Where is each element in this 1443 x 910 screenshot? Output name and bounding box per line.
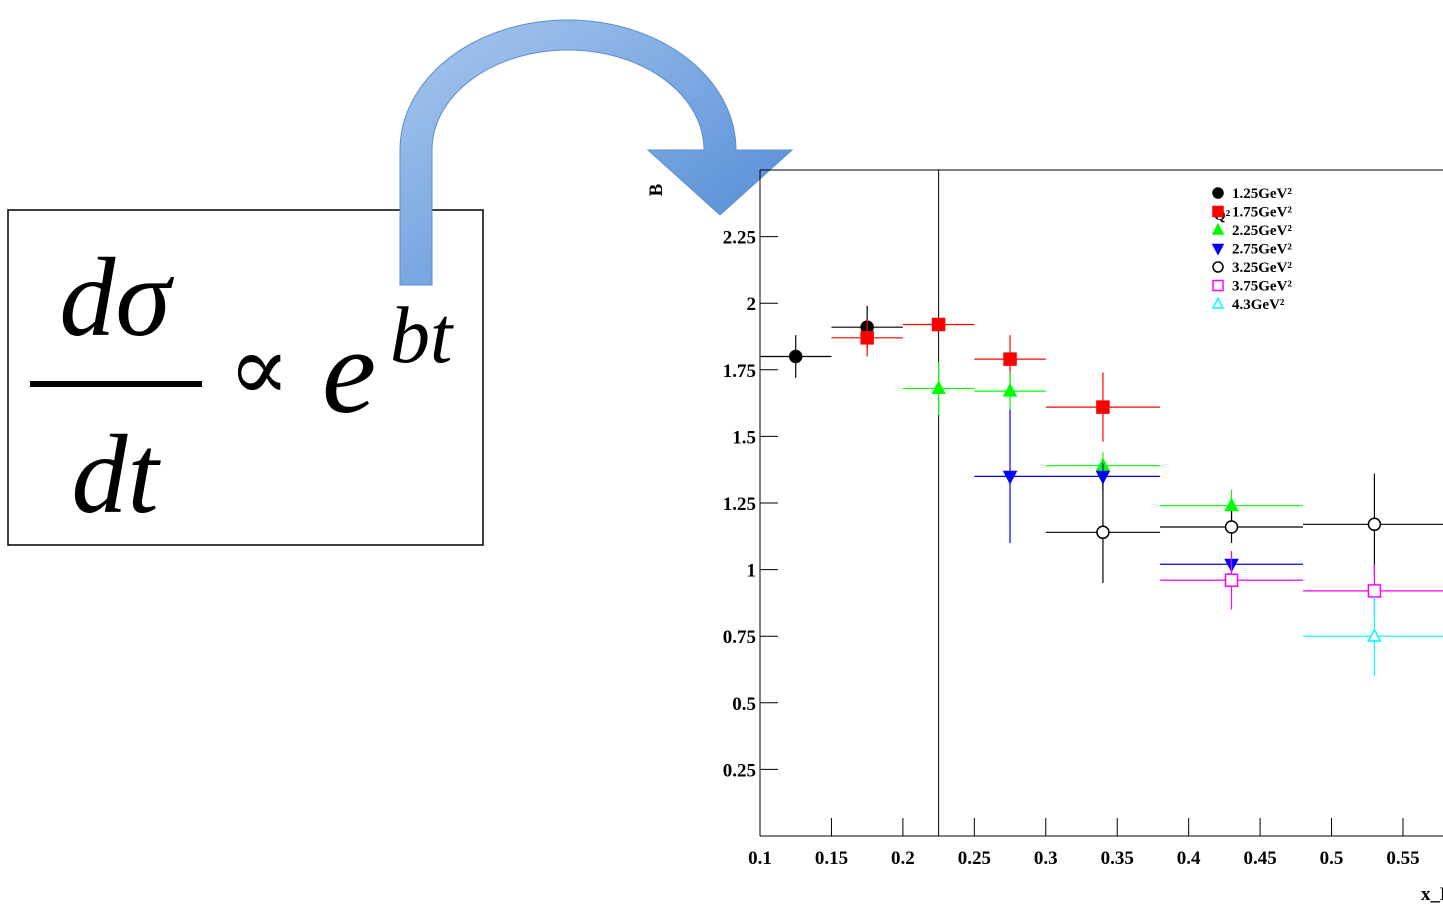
data-point [1224, 520, 1239, 534]
data-point [860, 331, 874, 345]
data-point [1003, 352, 1017, 366]
chart: 0.25 0.5 0.75 1 1.25 1.5 1.75 2 2.25 0.1 0.15 0.2 0.… [646, 169, 1443, 905]
relation: ∝ [228, 315, 290, 422]
legend-marker [1212, 261, 1224, 273]
x-tick-label: 0.25 [958, 848, 991, 869]
fraction-bar [30, 381, 202, 387]
legend-label: 1.75GeV² [1232, 205, 1292, 221]
data-point [788, 349, 803, 364]
x-tick-label: 0.3 [1034, 848, 1058, 869]
data-point [1096, 400, 1110, 414]
y-tick-label: 0.5 [732, 694, 756, 715]
numerator: dσ [59, 236, 174, 360]
x-axis-label: x_B [1421, 884, 1443, 905]
data-point [1095, 470, 1111, 485]
x-tick-label: 0.15 [815, 848, 848, 869]
y-tick-label: 2 [747, 294, 757, 315]
legend-label: 3.75GeV² [1232, 279, 1292, 295]
x-tick-label: 0.1 [748, 848, 772, 869]
y-tick-label: 2.25 [723, 228, 756, 249]
data-point [1002, 470, 1018, 485]
data-point [1224, 497, 1239, 512]
denominator: dt [71, 413, 161, 537]
legend-label: 1.25GeV² [1232, 186, 1292, 202]
data-point [1002, 382, 1018, 397]
legend-marker [1212, 279, 1224, 292]
arrow [399, 19, 794, 286]
x-tick-label: 0.45 [1243, 848, 1276, 869]
legend-marker [1211, 243, 1225, 256]
y-tick-label: 0.25 [723, 760, 756, 781]
y-axis-label: B [646, 183, 667, 196]
x-tick-label: 0.4 [1177, 848, 1201, 869]
legend-marker [1211, 296, 1225, 309]
x-tick-label: 0.5 [1320, 848, 1344, 869]
legend-marker [1211, 222, 1225, 235]
y-tick-label: 0.75 [723, 627, 756, 648]
legend-marker [1212, 187, 1224, 199]
data-point [1367, 627, 1382, 642]
legend-label: 2.75GeV² [1232, 242, 1292, 258]
x-tick-label: 0.35 [1101, 848, 1134, 869]
y-tick-label: 1.25 [723, 494, 756, 515]
data-point [931, 317, 946, 332]
y-tick-label: 1.5 [732, 427, 756, 448]
data-point [1367, 584, 1382, 598]
y-tick-label: 1 [747, 561, 757, 582]
data-point [1224, 573, 1239, 588]
x-tick-label: 0.55 [1386, 848, 1419, 869]
legend-label: 2.25GeV² [1232, 223, 1292, 239]
base: e [322, 304, 376, 439]
data-point [1096, 525, 1110, 540]
x-tick-label: 0.2 [891, 848, 915, 869]
data-point [931, 380, 946, 394]
data-point [1367, 517, 1382, 532]
legend-label: 3.25GeV² [1232, 260, 1292, 276]
legend-marker [1212, 205, 1224, 218]
legend-label: 4.3GeV² [1232, 297, 1285, 313]
exponent: bt [390, 292, 454, 380]
y-tick-label: 1.75 [723, 361, 756, 382]
